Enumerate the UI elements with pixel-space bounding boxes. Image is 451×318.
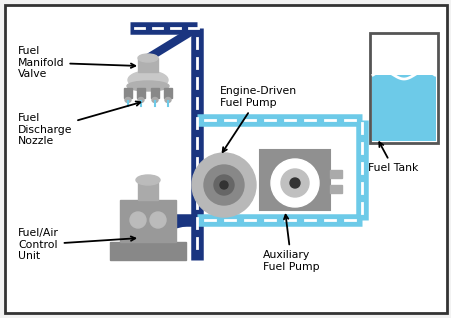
Text: Engine-Driven
Fuel Pump: Engine-Driven Fuel Pump [220,86,296,152]
Bar [369,33,437,143]
Ellipse shape [138,98,144,102]
Text: Auxiliary
Fuel Pump: Auxiliary Fuel Pump [262,215,319,272]
Circle shape [220,181,227,189]
Bar [371,75,435,141]
Circle shape [290,178,299,188]
Ellipse shape [136,175,160,185]
Text: Fuel
Manifold
Valve: Fuel Manifold Valve [18,46,135,79]
Circle shape [203,165,244,205]
Bar [124,88,132,98]
Text: Fuel
Discharge
Nozzle: Fuel Discharge Nozzle [18,101,140,146]
Circle shape [281,169,308,197]
Bar [138,180,158,200]
Circle shape [213,175,234,195]
Bar [120,200,175,242]
Ellipse shape [138,54,158,62]
Circle shape [192,153,255,217]
Bar [164,88,172,98]
Bar [329,170,341,178]
Bar [259,150,329,210]
Circle shape [150,212,166,228]
Bar [110,242,186,260]
Ellipse shape [125,98,131,102]
Ellipse shape [128,71,168,89]
Circle shape [271,159,318,207]
Ellipse shape [127,81,169,91]
Text: Fuel Tank: Fuel Tank [367,142,418,173]
Bar [138,58,158,72]
Circle shape [130,212,146,228]
Text: Fuel/Air
Control
Unit: Fuel/Air Control Unit [18,228,135,261]
Bar [151,88,159,98]
Bar [329,185,341,193]
Ellipse shape [152,98,158,102]
Ellipse shape [165,98,170,102]
Bar [137,88,145,98]
